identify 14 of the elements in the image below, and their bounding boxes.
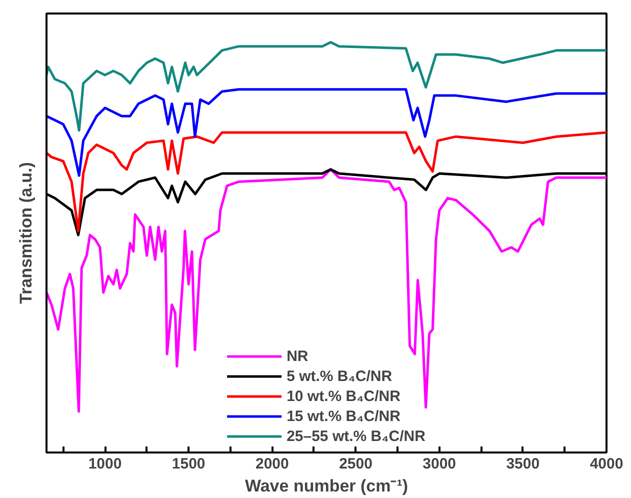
legend-label: 15 wt.% B₄C/NR — [286, 408, 400, 424]
y-axis-title: Transmition (a.u.) — [16, 162, 36, 304]
x-tick-label: 2500 — [339, 456, 372, 472]
legend-label: 5 wt.% B₄C/NR — [286, 368, 392, 384]
x-tick-label: 4000 — [590, 456, 624, 472]
x-axis-title: Wave number (cm⁻¹) — [244, 476, 408, 496]
legend-label: 10 wt.% B₄C/NR — [286, 388, 400, 404]
x-tick-label: 3500 — [506, 456, 540, 472]
legend-label: NR — [286, 348, 308, 364]
x-tick-label: 3000 — [422, 456, 456, 472]
x-tick-label: 1000 — [88, 456, 122, 472]
x-tick-label: 2000 — [255, 456, 289, 472]
x-tick-label: 1500 — [172, 456, 206, 472]
legend-label: 25–55 wt.% B₄C/NR — [286, 428, 426, 444]
